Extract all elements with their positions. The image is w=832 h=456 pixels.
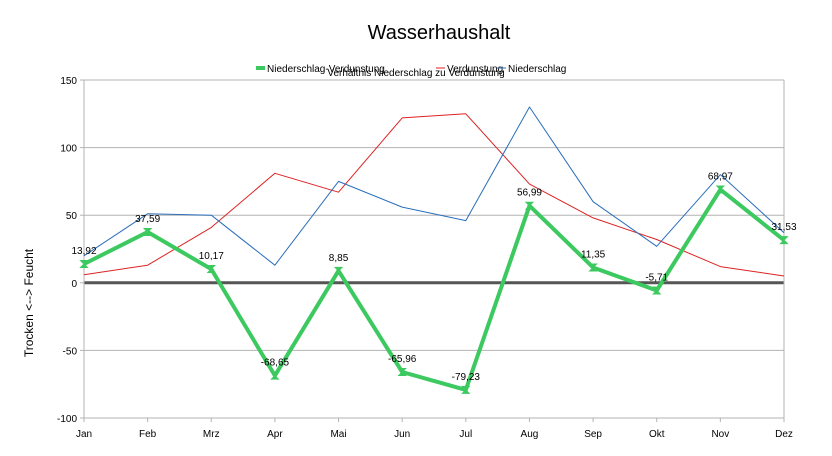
x-tick-label: Jul — [459, 429, 472, 440]
y-tick-label: 0 — [71, 279, 77, 290]
data-point-marker — [715, 185, 726, 194]
data-point-marker — [652, 286, 662, 295]
data-label: -79,23 — [452, 372, 481, 383]
data-label: -5,71 — [645, 273, 668, 284]
data-label: 13,92 — [71, 246, 96, 257]
data-label: 10,17 — [199, 251, 224, 262]
data-label: 8,85 — [329, 253, 349, 264]
data-point-marker — [142, 227, 153, 236]
x-tick-label: Feb — [139, 429, 157, 440]
data-point-marker — [206, 265, 216, 274]
y-tick-label: -50 — [63, 346, 78, 357]
legend-entry: Niederschlag-Verdunstung — [267, 64, 385, 75]
data-label: 68,97 — [708, 172, 733, 183]
chart-title: Wasserhaushalt — [368, 22, 511, 44]
data-point-marker — [79, 259, 89, 268]
y-tick-label: 50 — [66, 211, 78, 222]
series-line-niederschlag — [83, 106, 785, 266]
data-label: 31,53 — [771, 222, 796, 233]
plot-area: 150 100 50 0 -50 -100 Jan Feb Mrz Apr Mai Jun Jul Aug… — [57, 76, 797, 440]
x-tick-label: Nov — [711, 429, 729, 440]
data-point-marker — [397, 367, 407, 376]
y-tick-label: -100 — [57, 414, 77, 425]
x-tick-label: Jun — [394, 429, 410, 440]
y-tick-label: 150 — [60, 76, 77, 87]
x-tick-label: Mai — [330, 429, 346, 440]
legend-entry: Verdunstung — [447, 64, 503, 75]
data-point-marker — [779, 236, 789, 245]
data-label: -65,96 — [388, 354, 417, 365]
data-point-marker — [333, 266, 344, 275]
x-tick-label: Jan — [76, 429, 92, 440]
chart-subtitle: Verhältnis Niederschlag zu Verdunstung — [327, 68, 504, 79]
x-tick-label: Mrz — [203, 429, 220, 440]
data-point-marker — [270, 371, 280, 380]
data-point-marker — [524, 201, 535, 210]
x-tick-label: Dez — [775, 429, 793, 440]
data-label: -68,65 — [261, 358, 290, 369]
series-line-niederschlag-verdunstung — [83, 187, 786, 392]
x-tick-label: Aug — [521, 429, 539, 440]
legend-entry: Niederschlag — [508, 64, 566, 75]
y-tick-label: 100 — [60, 144, 77, 155]
x-tick-label: Apr — [267, 429, 283, 440]
legend: Niederschlag-Verdunstung Verdunstung Niede… — [256, 64, 566, 75]
data-label: 56,99 — [517, 188, 542, 199]
data-point-marker — [588, 263, 598, 272]
data-label: 11,35 — [581, 249, 606, 260]
x-tick-label: Okt — [649, 429, 665, 440]
data-label: 37,59 — [135, 214, 160, 225]
series-line-verdunstung — [83, 113, 785, 277]
data-point-marker — [461, 385, 471, 394]
y-axis-label: Trocken <--> Feucht — [22, 248, 36, 357]
x-tick-label: Sep — [584, 429, 602, 440]
